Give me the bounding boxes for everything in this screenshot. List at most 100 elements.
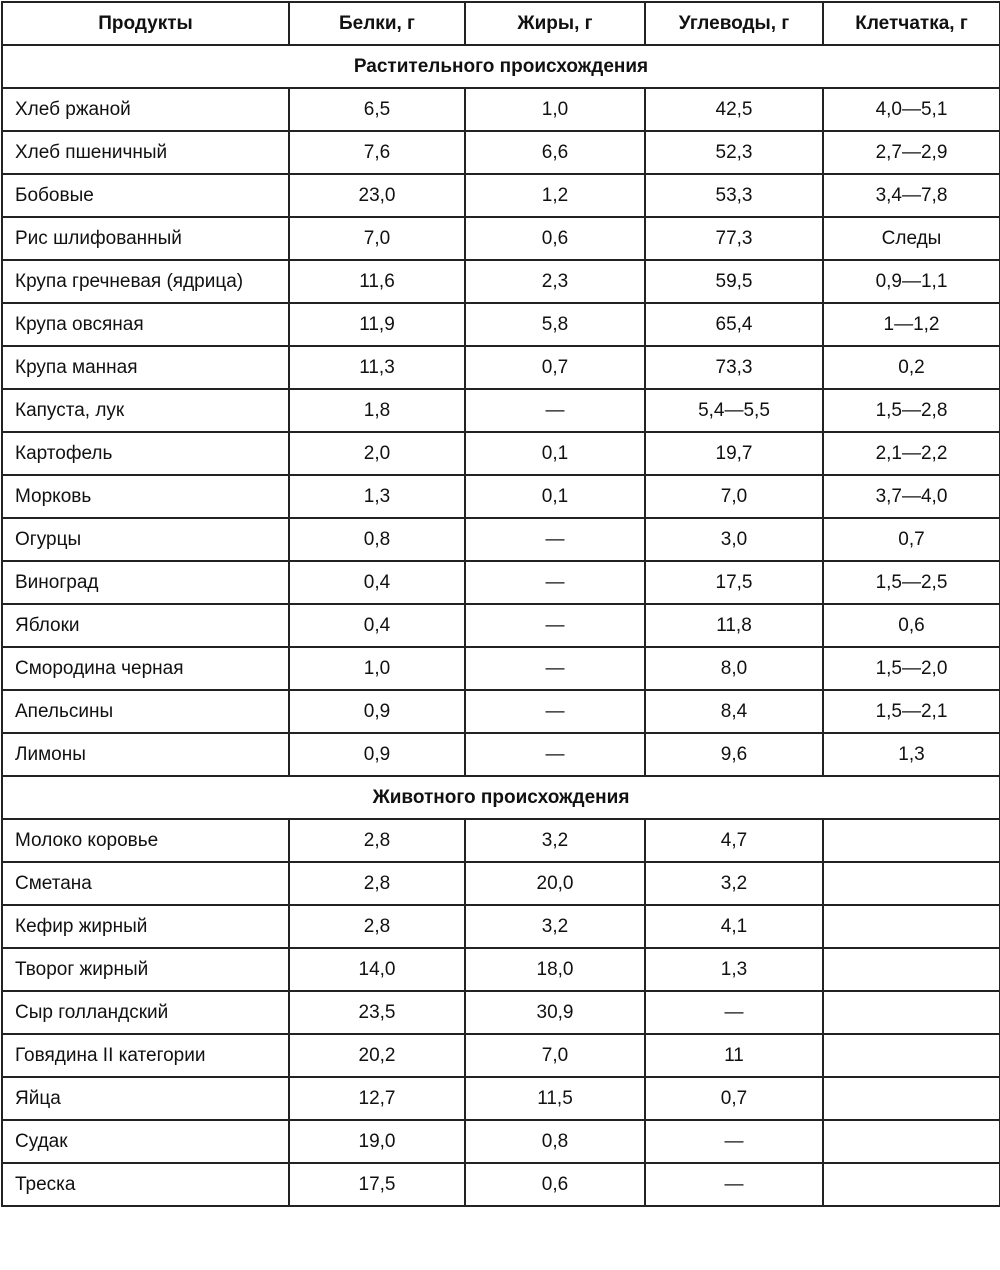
fat-cell: 0,6 — [464, 216, 646, 261]
table-row: Крупа манная 11,3 0,7 73,3 0,2 — [1, 345, 1000, 390]
section-title: Растительного происхождения — [1, 44, 1000, 89]
carb-cell: 59,5 — [644, 259, 824, 304]
carb-cell: — — [644, 1162, 824, 1207]
carb-cell: 1,3 — [644, 947, 824, 992]
carb-cell: 42,5 — [644, 87, 824, 132]
fat-cell: — — [464, 517, 646, 562]
fiber-cell — [822, 861, 1000, 906]
table-row: Бобовые 23,0 1,2 53,3 3,4—7,8 — [1, 173, 1000, 218]
carb-cell: 5,4—5,5 — [644, 388, 824, 433]
protein-cell: 11,3 — [288, 345, 466, 390]
fat-cell: — — [464, 646, 646, 691]
carb-cell: 53,3 — [644, 173, 824, 218]
product-cell: Картофель — [1, 431, 290, 476]
header-carbs: Углеводы, г — [644, 1, 824, 46]
fat-cell: — — [464, 689, 646, 734]
protein-cell: 2,8 — [288, 861, 466, 906]
fat-cell: 3,2 — [464, 818, 646, 863]
table-row: Огурцы 0,8—3,0 0,7 — [1, 517, 1000, 562]
product-cell: Виноград — [1, 560, 290, 605]
protein-cell: 20,2 — [288, 1033, 466, 1078]
carb-cell: 3,0 — [644, 517, 824, 562]
fat-cell: 0,8 — [464, 1119, 646, 1164]
product-cell: Капуста, лук — [1, 388, 290, 433]
fiber-cell: 0,7 — [822, 517, 1000, 562]
fiber-cell: 1,5—2,0 — [822, 646, 1000, 691]
table-row: Хлеб пшеничный 7,6 6,6 52,3 2,7—2,9 — [1, 130, 1000, 175]
carb-cell: 11,8 — [644, 603, 824, 648]
carb-cell: 9,6 — [644, 732, 824, 777]
protein-cell: 7,0 — [288, 216, 466, 261]
protein-cell: 12,7 — [288, 1076, 466, 1121]
header-products: Продукты — [1, 1, 290, 46]
protein-cell: 11,9 — [288, 302, 466, 347]
fat-cell: — — [464, 560, 646, 605]
carb-cell: 52,3 — [644, 130, 824, 175]
product-cell: Сыр голландский — [1, 990, 290, 1035]
fat-cell: 18,0 — [464, 947, 646, 992]
fiber-cell: 3,7—4,0 — [822, 474, 1000, 519]
header-proteins: Белки, г — [288, 1, 466, 46]
header-fats: Жиры, г — [464, 1, 646, 46]
fiber-cell — [822, 1033, 1000, 1078]
carb-cell: 19,7 — [644, 431, 824, 476]
product-cell: Смородина черная — [1, 646, 290, 691]
protein-cell: 0,8 — [288, 517, 466, 562]
carb-cell: 7,0 — [644, 474, 824, 519]
protein-cell: 2,8 — [288, 818, 466, 863]
product-cell: Хлеб ржаной — [1, 87, 290, 132]
table-row: Виноград 0,4—17,5 1,5—2,5 — [1, 560, 1000, 605]
table-row: Картофель 2,0 0,1 19,7 2,1—2,2 — [1, 431, 1000, 476]
protein-cell: 14,0 — [288, 947, 466, 992]
table-row: Рис шлифованный 7,0 0,6 77,3 Следы — [1, 216, 1000, 261]
fiber-cell: 1,3 — [822, 732, 1000, 777]
product-cell: Крупа манная — [1, 345, 290, 390]
protein-cell: 6,5 — [288, 87, 466, 132]
fat-cell: — — [464, 732, 646, 777]
protein-cell: 23,5 — [288, 990, 466, 1035]
fiber-cell — [822, 1119, 1000, 1164]
product-cell: Творог жирный — [1, 947, 290, 992]
fiber-cell: Следы — [822, 216, 1000, 261]
carb-cell: 77,3 — [644, 216, 824, 261]
header-fiber: Клетчатка, г — [822, 1, 1000, 46]
product-cell: Сметана — [1, 861, 290, 906]
product-cell: Рис шлифованный — [1, 216, 290, 261]
protein-cell: 11,6 — [288, 259, 466, 304]
table-body: Растительного происхождения Хлеб ржаной 6,… — [1, 44, 1000, 1207]
fat-cell: 5,8 — [464, 302, 646, 347]
header-row: Продукты Белки, г Жиры, г Углеводы, г Кл… — [1, 1, 1000, 46]
carb-cell: 73,3 — [644, 345, 824, 390]
fiber-cell: 1—1,2 — [822, 302, 1000, 347]
protein-cell: 19,0 — [288, 1119, 466, 1164]
carb-cell: 65,4 — [644, 302, 824, 347]
protein-cell: 2,0 — [288, 431, 466, 476]
fiber-cell — [822, 990, 1000, 1035]
section-title: Животного происхождения — [1, 775, 1000, 820]
table-row: Яблоки 0,4—11,8 0,6 — [1, 603, 1000, 648]
fat-cell: 20,0 — [464, 861, 646, 906]
section-row: Животного происхождения — [1, 775, 1000, 820]
protein-cell: 0,9 — [288, 732, 466, 777]
fat-cell: 0,1 — [464, 474, 646, 519]
carb-cell: 8,0 — [644, 646, 824, 691]
table-row: Яйца 12,7 11,5 0,7 — [1, 1076, 1000, 1121]
protein-cell: 1,3 — [288, 474, 466, 519]
product-cell: Морковь — [1, 474, 290, 519]
carb-cell: 4,1 — [644, 904, 824, 949]
table-row: Треска 17,5 0,6— — [1, 1162, 1000, 1207]
fat-cell: 7,0 — [464, 1033, 646, 1078]
fat-cell: — — [464, 388, 646, 433]
fiber-cell — [822, 904, 1000, 949]
fat-cell: 1,0 — [464, 87, 646, 132]
table-row: Говядина II категории 20,2 7,0 11 — [1, 1033, 1000, 1078]
fat-cell: 0,6 — [464, 1162, 646, 1207]
fiber-cell: 2,1—2,2 — [822, 431, 1000, 476]
table-row: Лимоны 0,9—9,6 1,3 — [1, 732, 1000, 777]
product-cell: Бобовые — [1, 173, 290, 218]
fat-cell: 30,9 — [464, 990, 646, 1035]
fiber-cell: 0,2 — [822, 345, 1000, 390]
table-row: Молоко коровье 2,8 3,2 4,7 — [1, 818, 1000, 863]
fat-cell: 11,5 — [464, 1076, 646, 1121]
product-cell: Судак — [1, 1119, 290, 1164]
